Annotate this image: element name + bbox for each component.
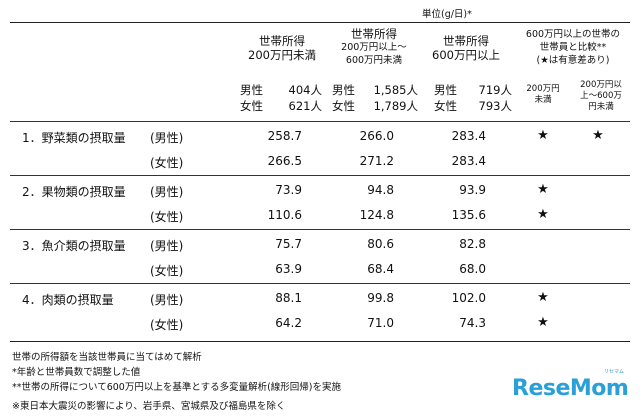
male-value-cell: 80.6 <box>367 237 394 251</box>
male-value-cell: 82.8 <box>459 237 486 251</box>
col1-female-count: 621人 <box>288 99 322 113</box>
count-female-label: 女性 <box>434 99 457 113</box>
col3-female-count: 793人 <box>478 99 512 113</box>
male-value-cell: 73.9 <box>275 183 302 197</box>
compare-sub2-line3: 円未満 <box>588 102 614 112</box>
compare-header-line1: 600万円以上の世帯の <box>525 29 621 40</box>
resemom-logo-sub: リセマム <box>604 369 625 375</box>
note-2: *年齢と世帯員数で調整した値 <box>12 367 141 378</box>
significance-star: ★ <box>537 207 549 222</box>
col2-male-count: 1,585人 <box>373 83 418 97</box>
row-category-label: 4．肉類の摂取量 <box>22 293 114 307</box>
compare-sub1-header: 200万円 未満 <box>518 84 568 106</box>
female-value-cell: 68.0 <box>459 262 486 276</box>
female-value-cell: 74.3 <box>459 316 486 330</box>
compare-sub2-line2: 上～600万 <box>580 91 622 101</box>
row-male-label: (男性) <box>150 185 184 199</box>
row-male-label: (男性) <box>150 239 184 253</box>
compare-sub1-line1: 200万円 <box>526 84 560 94</box>
compare-sub1-line2: 未満 <box>534 95 552 105</box>
col1-counts: 男性 404人 女性 621人 <box>240 82 322 114</box>
female-value-cell: 135.6 <box>451 208 486 222</box>
significance-star: ★ <box>537 290 549 305</box>
col3-male-count: 719人 <box>478 83 512 97</box>
header-bottom-rule <box>10 121 630 122</box>
male-value-cell: 94.8 <box>367 183 394 197</box>
row-male-label: (男性) <box>150 293 184 307</box>
female-value-cell: 266.5 <box>267 154 302 168</box>
row-category-label: 3．魚介類の摂取量 <box>22 239 126 253</box>
male-value-cell: 266.0 <box>359 129 394 143</box>
note-1: 世帯の所得額を当該世帯員に当てはめて解析 <box>12 352 202 363</box>
col2-header-line2: 200万円以上～ <box>341 42 407 53</box>
col3-header: 世帯所得 600万円以上 <box>424 34 508 62</box>
col3-counts: 男性 719人 女性 793人 <box>434 82 512 114</box>
female-value-cell: 110.6 <box>267 208 302 222</box>
female-value-cell: 68.4 <box>367 262 394 276</box>
row-female-label: (女性) <box>150 318 184 332</box>
row-group-divider <box>10 229 630 230</box>
male-value-cell: 283.4 <box>451 129 486 143</box>
col1-male-count: 404人 <box>288 83 322 97</box>
count-male-label: 男性 <box>332 83 355 97</box>
compare-sub2-header: 200万円以 上～600万 円未満 <box>572 80 630 113</box>
male-value-cell: 75.7 <box>275 237 302 251</box>
male-value-cell: 93.9 <box>459 183 486 197</box>
col2-header: 世帯所得 200万円以上～ 600万円未満 <box>332 28 416 67</box>
compare-sub2-line1: 200万円以 <box>580 80 622 90</box>
row-female-label: (女性) <box>150 264 184 278</box>
row-category-label: 1．野菜類の摂取量 <box>22 131 126 145</box>
col3-header-line2: 600万円以上 <box>432 48 500 62</box>
male-value-cell: 88.1 <box>275 291 302 305</box>
female-value-cell: 71.0 <box>367 316 394 330</box>
significance-star: ★ <box>592 128 604 143</box>
count-female-label: 女性 <box>240 99 263 113</box>
significance-star: ★ <box>537 182 549 197</box>
row-female-label: (女性) <box>150 156 184 170</box>
count-male-label: 男性 <box>434 83 457 97</box>
female-value-cell: 283.4 <box>451 154 486 168</box>
col1-header: 世帯所得 200万円未満 <box>240 34 324 62</box>
note-3: **世帯の所得について600万円以上を基準とする多変量解析(線形回帰)を実施 <box>12 382 341 393</box>
male-value-cell: 99.8 <box>367 291 394 305</box>
row-group-divider <box>10 175 630 176</box>
note-4: ※東日本大震災の影響により、岩手県、宮城県及び福島県を除く <box>12 401 286 412</box>
significance-star: ★ <box>537 128 549 143</box>
table-bottom-rule <box>10 341 630 342</box>
compare-header-line2: 世帯員と比較** <box>539 42 607 53</box>
col2-header-line3: 600万円未満 <box>345 55 403 66</box>
col2-counts: 男性 1,585人 女性 1,789人 <box>332 82 418 114</box>
count-female-label: 女性 <box>332 99 355 113</box>
count-male-label: 男性 <box>240 83 263 97</box>
female-value-cell: 124.8 <box>359 208 394 222</box>
row-male-label: (男性) <box>150 131 184 145</box>
compare-header-line3: (★は有意差あり) <box>536 55 610 66</box>
col2-female-count: 1,789人 <box>373 99 418 113</box>
compare-header: 600万円以上の世帯の 世帯員と比較** (★は有意差あり) <box>516 28 630 67</box>
female-value-cell: 63.9 <box>275 262 302 276</box>
col1-header-line1: 世帯所得 <box>259 34 305 48</box>
row-group-divider <box>10 283 630 284</box>
col2-header-line1: 世帯所得 <box>351 27 397 41</box>
female-value-cell: 271.2 <box>359 154 394 168</box>
row-female-label: (女性) <box>150 210 184 224</box>
male-value-cell: 258.7 <box>267 129 302 143</box>
table-top-rule <box>10 22 630 23</box>
row-category-label: 2．果物類の摂取量 <box>22 185 126 199</box>
significance-star: ★ <box>537 315 549 330</box>
col3-header-line1: 世帯所得 <box>443 34 489 48</box>
unit-label: 単位(g/日)* <box>422 9 472 20</box>
resemom-logo: ReseMom <box>512 376 629 401</box>
col1-header-line2: 200万円未満 <box>248 48 316 62</box>
male-value-cell: 102.0 <box>451 291 486 305</box>
female-value-cell: 64.2 <box>275 316 302 330</box>
